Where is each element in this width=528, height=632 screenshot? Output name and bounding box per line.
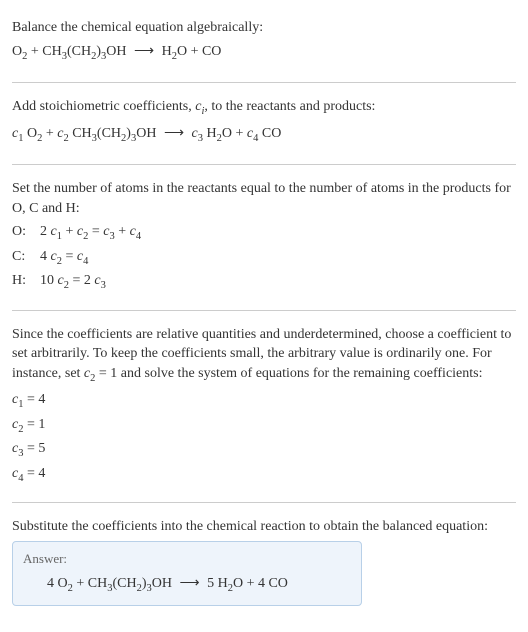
answer-equation: 4 O2 + CH3(CH2)3OH ⟶ 5 H2O + 4 CO bbox=[23, 574, 351, 596]
step5-title: Substitute the coefficients into the che… bbox=[12, 517, 516, 537]
answer-box: Answer: 4 O2 + CH3(CH2)3OH ⟶ 5 H2O + 4 C… bbox=[12, 541, 362, 606]
coeff-c4: c4 = 4 bbox=[12, 464, 516, 486]
arrow-icon: ⟶ bbox=[134, 42, 154, 62]
arrow-icon: ⟶ bbox=[164, 124, 184, 144]
step1-equation: O2 + CH3(CH2)3OH ⟶ H2O + CO bbox=[12, 42, 516, 64]
step-atoms: Set the number of atoms in the reactants… bbox=[12, 169, 516, 306]
step-balance: Balance the chemical equation algebraica… bbox=[12, 8, 516, 78]
atoms-row-h: H: 10 c2 = 2 c3 bbox=[12, 271, 516, 293]
coeff-c3: c3 = 5 bbox=[12, 439, 516, 461]
step2-equation: c1 O2 + c2 CH3(CH2)3OH ⟶ c3 H2O + c4 CO bbox=[12, 124, 516, 146]
coeff-c2: c2 = 1 bbox=[12, 415, 516, 437]
arrow-icon: ⟶ bbox=[180, 574, 200, 594]
step-solve: Since the coefficients are relative quan… bbox=[12, 315, 516, 499]
atoms-row-o: O: 2 c1 + c2 = c3 + c4 bbox=[12, 222, 516, 244]
step-coefficients: Add stoichiometric coefficients, ci, to … bbox=[12, 87, 516, 160]
divider bbox=[12, 82, 516, 83]
divider bbox=[12, 310, 516, 311]
step2-title: Add stoichiometric coefficients, ci, to … bbox=[12, 97, 516, 119]
step4-text: Since the coefficients are relative quan… bbox=[12, 325, 516, 387]
step1-title: Balance the chemical equation algebraica… bbox=[12, 18, 516, 38]
atoms-table: O: 2 c1 + c2 = c3 + c4 C: 4 c2 = c4 H: 1… bbox=[12, 222, 516, 293]
step-substitute: Substitute the coefficients into the che… bbox=[12, 507, 516, 615]
step3-title: Set the number of atoms in the reactants… bbox=[12, 179, 516, 218]
coeff-list: c1 = 4 c2 = 1 c3 = 5 c4 = 4 bbox=[12, 390, 516, 486]
divider bbox=[12, 164, 516, 165]
divider bbox=[12, 502, 516, 503]
coeff-c1: c1 = 4 bbox=[12, 390, 516, 412]
answer-label: Answer: bbox=[23, 550, 351, 568]
atoms-row-c: C: 4 c2 = c4 bbox=[12, 247, 516, 269]
